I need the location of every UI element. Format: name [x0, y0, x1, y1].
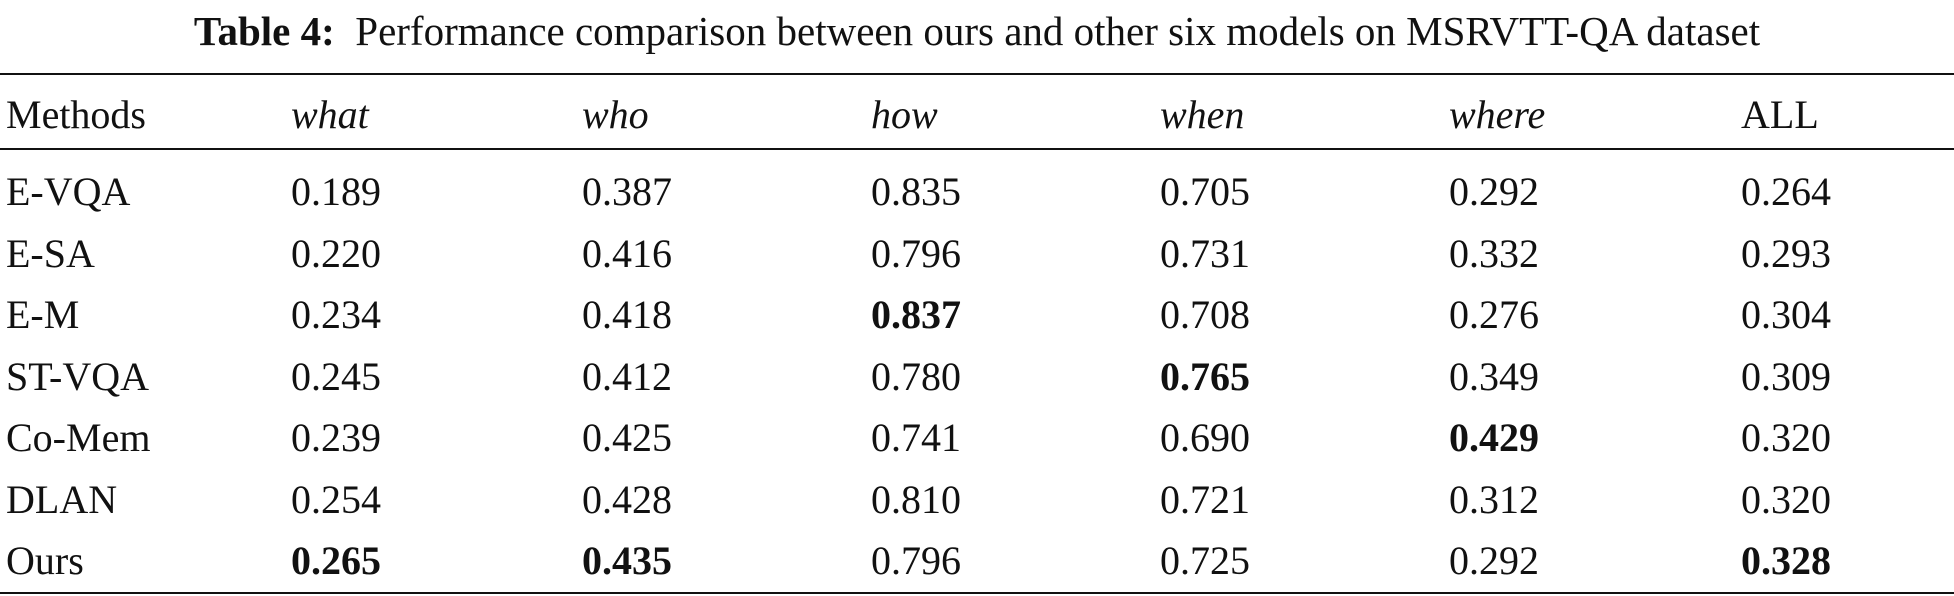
- table-cell: 0.725: [1160, 538, 1250, 583]
- method-name: Co-Mem: [6, 415, 151, 460]
- table-cell: 0.292: [1449, 538, 1539, 583]
- table-cell: 0.690: [1160, 415, 1250, 460]
- table-cell: 0.780: [871, 353, 961, 399]
- table-cell: 0.705: [1160, 169, 1250, 214]
- header-all: ALL: [1741, 92, 1819, 137]
- table-cell: 0.292: [1449, 169, 1539, 214]
- table-row: Co-Mem 0.239 0.425 0.741 0.690 0.429 0.320: [0, 407, 1954, 468]
- header-when: when: [1160, 92, 1245, 137]
- table-cell: 0.254: [291, 476, 381, 522]
- table-row: E-VQA 0.189 0.387 0.835 0.705 0.292 0.264: [0, 161, 1954, 222]
- table-cell: 0.721: [1160, 476, 1250, 522]
- header-where: where: [1449, 92, 1546, 137]
- table-cell: 0.293: [1741, 230, 1831, 276]
- table-cell: 0.428: [582, 476, 672, 522]
- table-cell: 0.837: [871, 292, 961, 337]
- method-name: E-VQA: [6, 169, 131, 214]
- method-name: ST-VQA: [6, 353, 149, 399]
- table-cell: 0.741: [871, 415, 961, 460]
- table-row: E-M 0.234 0.418 0.837 0.708 0.276 0.304: [0, 284, 1954, 345]
- method-name: E-SA: [6, 230, 95, 276]
- table-cell: 0.435: [582, 538, 672, 583]
- table-row: Ours 0.265 0.435 0.796 0.725 0.292 0.328: [0, 530, 1954, 591]
- table-cell: 0.328: [1741, 538, 1831, 583]
- table-row: E-SA 0.220 0.416 0.796 0.731 0.332 0.293: [0, 223, 1954, 284]
- table-cell: 0.810: [871, 476, 961, 522]
- table-cell: 0.276: [1449, 292, 1539, 337]
- table-cell: 0.796: [871, 230, 961, 276]
- table-cell: 0.189: [291, 169, 381, 214]
- table-header-rule: [0, 148, 1954, 150]
- table-cell: 0.320: [1741, 415, 1831, 460]
- table-cell: 0.429: [1449, 415, 1539, 460]
- table-cell: 0.387: [582, 169, 672, 214]
- table-header-row: Methods what who how when where ALL: [0, 84, 1954, 145]
- table-cell: 0.796: [871, 538, 961, 583]
- table-cell: 0.304: [1741, 292, 1831, 337]
- table-caption: Table 4: Performance comparison between …: [0, 6, 1954, 56]
- header-what: what: [291, 92, 369, 137]
- table-cell: 0.731: [1160, 230, 1250, 276]
- table-row: DLAN 0.254 0.428 0.810 0.721 0.312 0.320: [0, 469, 1954, 530]
- table-cell: 0.332: [1449, 230, 1539, 276]
- table-cell: 0.320: [1741, 476, 1831, 522]
- table-caption-text: Performance comparison between ours and …: [355, 8, 1761, 54]
- header-how: how: [871, 92, 938, 137]
- table-cell: 0.416: [582, 230, 672, 276]
- header-who: who: [582, 92, 649, 137]
- table-cell: 0.412: [582, 353, 672, 399]
- method-name: Ours: [6, 538, 84, 583]
- table-cell: 0.835: [871, 169, 961, 214]
- table-row: ST-VQA 0.245 0.412 0.780 0.765 0.349 0.309: [0, 346, 1954, 407]
- header-methods: Methods: [6, 92, 146, 137]
- method-name: DLAN: [6, 476, 118, 522]
- method-name: E-M: [6, 292, 80, 337]
- table-top-rule: [0, 73, 1954, 75]
- table-cell: 0.220: [291, 230, 381, 276]
- table-cell: 0.765: [1160, 353, 1250, 399]
- table-caption-label: Table 4:: [193, 8, 335, 54]
- table-cell: 0.708: [1160, 292, 1250, 337]
- table-cell: 0.418: [582, 292, 672, 337]
- table-cell: 0.264: [1741, 169, 1831, 214]
- table-bottom-rule: [0, 592, 1954, 594]
- table-cell: 0.234: [291, 292, 381, 337]
- table-cell: 0.239: [291, 415, 381, 460]
- table-cell: 0.349: [1449, 353, 1539, 399]
- table-cell: 0.245: [291, 353, 381, 399]
- table-cell: 0.312: [1449, 476, 1539, 522]
- table-cell: 0.309: [1741, 353, 1831, 399]
- table-cell: 0.425: [582, 415, 672, 460]
- table-cell: 0.265: [291, 538, 381, 583]
